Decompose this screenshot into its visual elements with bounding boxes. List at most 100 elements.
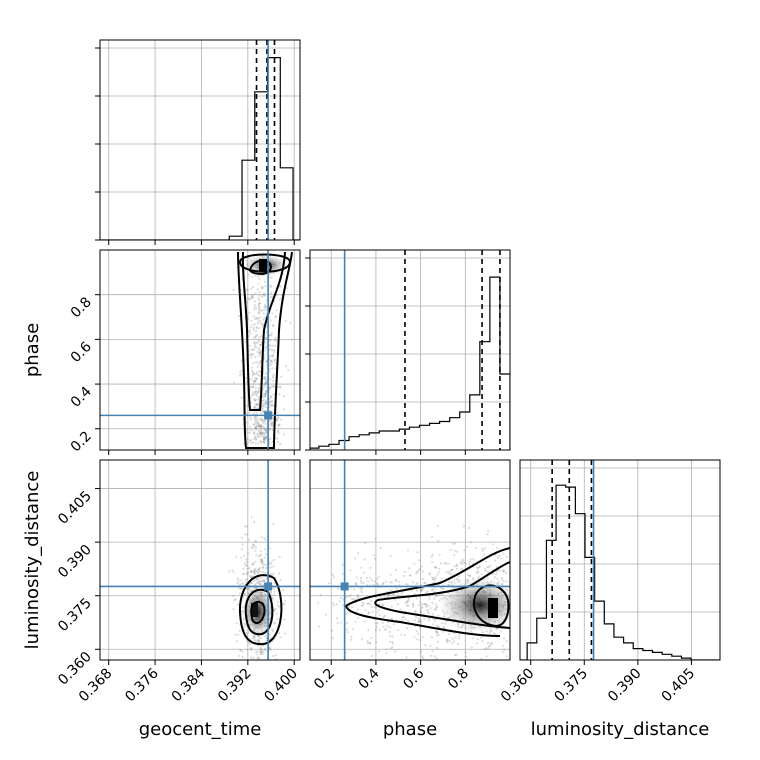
sample-point: [433, 580, 436, 583]
sample-point: [250, 570, 253, 573]
sample-point: [264, 337, 268, 340]
sample-point: [402, 615, 405, 619]
sample-point: [259, 335, 262, 338]
sample-point: [269, 296, 272, 299]
sample-point: [237, 603, 240, 606]
sample-point: [425, 603, 428, 606]
sample-point: [240, 548, 243, 551]
sample-point: [274, 315, 277, 319]
sample-point: [254, 689, 256, 691]
sample-point: [256, 350, 259, 353]
sample-point: [412, 602, 415, 605]
sample-point: [346, 631, 350, 634]
sample-point: [332, 576, 335, 579]
sample-point: [252, 373, 255, 376]
sample-point: [246, 560, 249, 563]
sample-point: [257, 340, 260, 343]
xtick-label-geocent_time-4: 0.400: [261, 666, 301, 706]
sample-point: [253, 399, 257, 402]
sample-point: [248, 297, 251, 300]
sample-point: [274, 654, 277, 657]
sample-point: [447, 633, 450, 636]
sample-point: [248, 431, 251, 434]
sample-point: [420, 611, 423, 614]
sample-point: [253, 300, 256, 303]
sample-point: [484, 568, 487, 571]
sample-point: [428, 617, 431, 621]
sample-point: [264, 376, 267, 379]
sample-point: [348, 611, 351, 614]
sample-point: [263, 556, 266, 559]
sample-point: [428, 572, 431, 575]
sample-point: [425, 603, 428, 606]
sample-point: [264, 389, 267, 392]
sample-point: [241, 582, 244, 586]
sample-point: [375, 626, 378, 629]
sample-point: [251, 371, 255, 374]
frame-geocent-time-luminosity-distance: [99, 459, 301, 661]
sample-point: [418, 568, 421, 572]
sample-point: [233, 381, 236, 384]
sample-point: [252, 544, 256, 547]
sample-point: [352, 588, 356, 591]
sample-point: [253, 341, 256, 344]
samples-geocent-time-phase: [232, 254, 293, 446]
sample-point: [469, 558, 472, 561]
sample-point: [254, 546, 257, 549]
sample-point: [360, 577, 363, 580]
sample-point: [445, 562, 448, 565]
sample-point: [282, 602, 285, 605]
sample-point: [420, 590, 423, 593]
sample-point: [258, 558, 261, 561]
sample-point: [272, 354, 275, 358]
sample-point: [435, 594, 438, 597]
sample-point: [247, 552, 250, 555]
hist-luminosity-distance: [520, 484, 720, 660]
sample-point: [448, 580, 451, 584]
sample-point: [270, 395, 273, 398]
sample-point: [376, 582, 379, 585]
sample-point: [397, 580, 400, 583]
sample-point: [250, 366, 253, 369]
sample-point: [253, 431, 256, 434]
sample-point: [436, 524, 439, 528]
sample-point: [277, 429, 280, 432]
sample-point: [238, 654, 241, 658]
sample-point: [252, 326, 255, 329]
sample-point: [271, 375, 275, 378]
sample-point: [270, 291, 273, 294]
sample-point: [431, 588, 434, 592]
sample-point: [354, 581, 357, 585]
sample-point: [253, 579, 256, 583]
sample-point: [262, 666, 264, 668]
sample-point: [252, 432, 255, 435]
sample-point: [270, 396, 273, 399]
sample-point: [450, 572, 453, 575]
sample-point: [415, 572, 418, 575]
sample-point: [262, 377, 265, 380]
sample-point: [254, 567, 257, 571]
sample-point: [274, 336, 277, 339]
sample-point: [427, 595, 431, 598]
sample-point: [438, 567, 441, 570]
sample-point: [264, 648, 267, 651]
sample-point: [287, 369, 290, 372]
sample-point: [265, 372, 268, 375]
sample-point: [496, 570, 499, 573]
sample-point: [259, 647, 263, 650]
sample-point: [249, 354, 252, 357]
sample-point: [445, 571, 448, 574]
sample-point: [281, 588, 284, 592]
sample-point: [245, 558, 248, 561]
sample-point: [258, 423, 261, 426]
sample-point: [264, 429, 267, 432]
xtick-label-luminosity_distance-3: 0.405: [659, 666, 699, 706]
sample-point: [346, 595, 349, 598]
sample-point: [261, 405, 264, 408]
sample-point: [255, 341, 258, 344]
sample-point: [263, 427, 266, 430]
sample-point: [257, 442, 260, 445]
sample-point: [254, 380, 257, 383]
sample-point: [370, 654, 373, 658]
sample-point: [268, 547, 271, 550]
